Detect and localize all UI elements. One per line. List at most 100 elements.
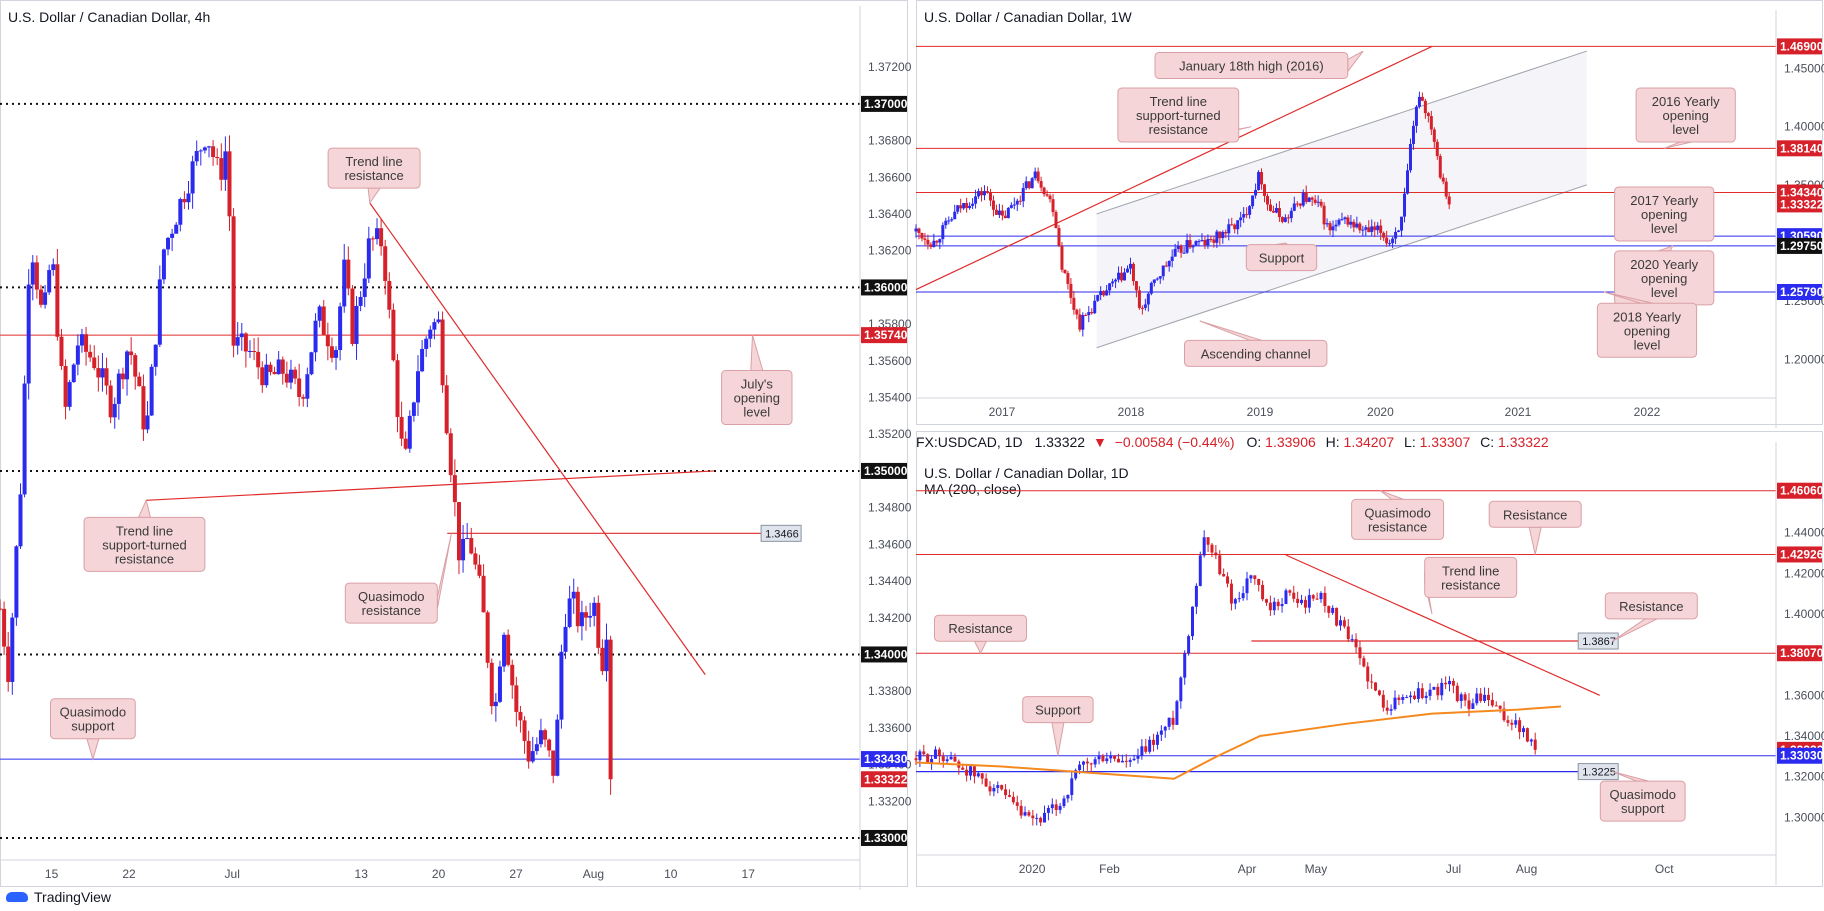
d1-candle-body — [1280, 604, 1284, 607]
w1-y-tick-label: 1.45000 — [1784, 62, 1824, 76]
d1-candle-body — [933, 749, 937, 759]
w1-candle-body — [1078, 314, 1082, 330]
d1-candle-body — [1272, 601, 1276, 611]
h4-price-badge-label: 1.34000 — [864, 647, 908, 661]
w1-candle-body — [1385, 237, 1389, 244]
d1-candle-body — [1105, 758, 1109, 762]
w1-candle-body — [1128, 263, 1132, 269]
h4-candle-body — [30, 262, 35, 285]
w1-candle-body — [1117, 272, 1121, 280]
d1-trend-line — [1285, 554, 1600, 696]
annotation-label: resistance — [115, 551, 174, 566]
h4-candle-body — [120, 373, 125, 380]
h4-candle-body — [227, 151, 232, 217]
h4-candle-body — [137, 376, 142, 387]
h4-candle-body — [67, 382, 72, 407]
h4-candle-body — [149, 366, 154, 416]
h4-candle-body — [84, 334, 89, 352]
h4-y-tick-label: 1.33200 — [868, 794, 912, 808]
w1-candle-body — [1134, 281, 1138, 291]
d1-candle-body — [1046, 808, 1050, 813]
w1-candle-body — [1060, 245, 1064, 270]
d1-candle-body — [1300, 599, 1304, 604]
w1-candle-body — [1420, 96, 1424, 101]
d1-candle-body — [1007, 795, 1011, 797]
h4-price-badge — [861, 462, 907, 479]
annotation-box — [1154, 51, 1349, 79]
w1-candle-body — [1227, 224, 1231, 234]
d1-candle-body — [1350, 639, 1354, 641]
d1-price-badge — [1777, 482, 1822, 499]
w1-annotation: January 18th high (2016) — [1154, 50, 1364, 79]
d1-candle-body — [1397, 697, 1401, 700]
d1-candle-body — [1132, 758, 1136, 761]
w1-candle-body — [1045, 194, 1049, 196]
annotation-label: opening — [1641, 271, 1687, 286]
annotation-label: Trend line — [1442, 563, 1499, 578]
d1-candle-body — [1039, 817, 1043, 823]
w1-candle-body — [956, 205, 960, 212]
d1-candle-body — [1113, 755, 1117, 759]
w1-candle-body — [1125, 268, 1129, 273]
w1-candle-body — [994, 209, 998, 215]
d1-y-tick-label: 1.42000 — [1784, 566, 1824, 580]
annotation-label: support-turned — [102, 537, 187, 552]
w1-candle-body — [959, 205, 963, 209]
d1-candle-body — [1159, 730, 1163, 735]
w1-candle-body — [1429, 116, 1433, 130]
h4-price-badge-label: 1.33322 — [864, 772, 908, 786]
h4-candle-body — [444, 385, 449, 434]
h4-candle-body — [604, 639, 609, 672]
h4-candle-body — [567, 598, 572, 627]
h4-candle-body — [547, 739, 552, 751]
d1-annotation: Resistance — [934, 614, 1027, 655]
d1-candle-body — [1475, 693, 1479, 704]
d1-candle-body — [1043, 812, 1047, 823]
w1-candle-body — [1069, 283, 1073, 298]
h4-candle-body — [284, 373, 289, 383]
d1-candle-body — [1374, 682, 1378, 691]
w1-candle-body — [977, 191, 981, 197]
d1-candle-body — [1214, 552, 1218, 556]
h4-candle-body — [88, 351, 93, 358]
d1-level-tag — [1577, 632, 1619, 650]
w1-candle-body — [1012, 204, 1016, 206]
h4-candle-body — [370, 238, 375, 240]
d1-candle-body — [1335, 607, 1339, 626]
w1-candle-body — [1301, 192, 1305, 206]
d1-candle-body — [1031, 815, 1035, 819]
h4-candle-body — [0, 608, 2, 610]
d1-candle-body — [1296, 598, 1300, 604]
w1-candle-body — [1403, 193, 1407, 217]
annotation-box — [1614, 186, 1715, 242]
h4-price-axis: 1.332001.334001.336001.338001.342001.344… — [859, 6, 912, 890]
w1-candle-body — [1099, 291, 1103, 296]
h4-price-badge-label: 1.35000 — [864, 464, 908, 478]
d1-level-tag-label: 1.3867 — [1582, 636, 1616, 648]
w1-candle-body — [1182, 252, 1186, 254]
w1-candle-body — [1173, 248, 1177, 257]
w1-candle-body — [1417, 96, 1421, 107]
w1-candle-body — [1376, 225, 1380, 231]
w1-candle-body — [1123, 272, 1127, 281]
annotation-label: level — [1651, 221, 1678, 236]
d1-candle-body — [1035, 817, 1039, 819]
w1-candle-body — [950, 219, 954, 221]
h4-candle-body — [383, 246, 388, 281]
w1-price-badge — [1777, 237, 1822, 254]
tradingview-logo[interactable]: TradingView — [6, 889, 111, 905]
w1-y-tick-label: 1.40000 — [1784, 120, 1824, 134]
h4-candle-body — [161, 249, 166, 280]
d1-candle-body — [1518, 720, 1522, 733]
h4-candle-body — [522, 720, 527, 741]
h4-candle-body — [325, 334, 330, 347]
ticker-header: FX:USDCAD, 1D 1.33322 ▼ −0.00584 (−0.44%… — [916, 434, 1549, 450]
w1-candle-body — [1411, 125, 1415, 145]
d1-candle-body — [1377, 690, 1381, 695]
h4-y-tick-label: 1.36200 — [868, 244, 912, 258]
h4-x-tick-label: Aug — [583, 867, 604, 881]
d1-price-badge — [1777, 645, 1822, 662]
h4-candle-body — [34, 262, 39, 290]
d1-candle-body — [976, 773, 980, 777]
w1-candle-body — [1006, 207, 1010, 219]
